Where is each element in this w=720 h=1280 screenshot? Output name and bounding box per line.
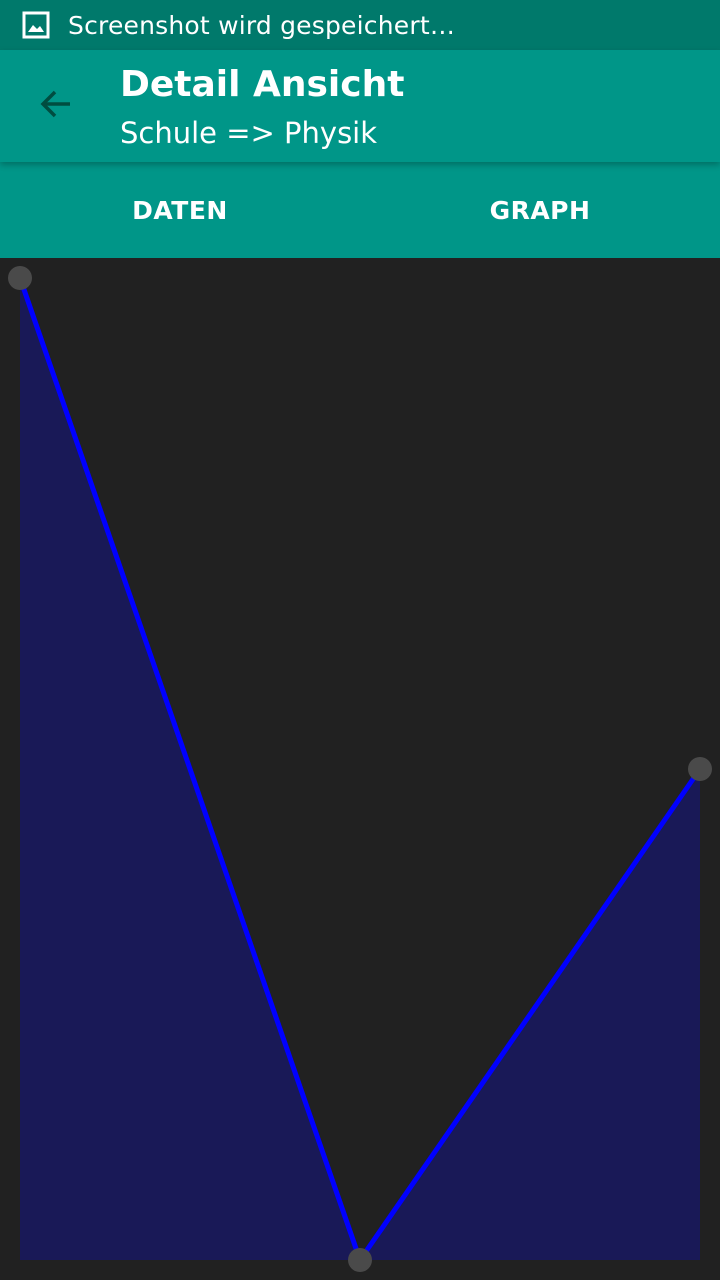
status-notification-text: Screenshot wird gespeichert…: [68, 10, 456, 40]
tab-graph[interactable]: GRAPH: [489, 195, 591, 225]
app-bar: Detail Ansicht Schule => Physik: [0, 50, 720, 162]
tab-bar: DATEN GRAPH: [0, 162, 720, 258]
page-subtitle: Schule => Physik: [120, 116, 378, 150]
page-title: Detail Ansicht: [120, 64, 405, 105]
area-fill: [20, 278, 700, 1260]
back-button[interactable]: [22, 72, 90, 140]
data-point-1[interactable]: [348, 1248, 372, 1272]
status-bar: Screenshot wird gespeichert…: [0, 0, 720, 50]
arrow-left-icon: [38, 86, 74, 126]
graph-chart: [0, 258, 720, 1280]
tab-daten[interactable]: DATEN: [132, 195, 228, 225]
image-icon: [22, 11, 50, 39]
area-chart-svg: [8, 266, 712, 1272]
data-point-0[interactable]: [8, 266, 32, 290]
data-point-2[interactable]: [688, 757, 712, 781]
